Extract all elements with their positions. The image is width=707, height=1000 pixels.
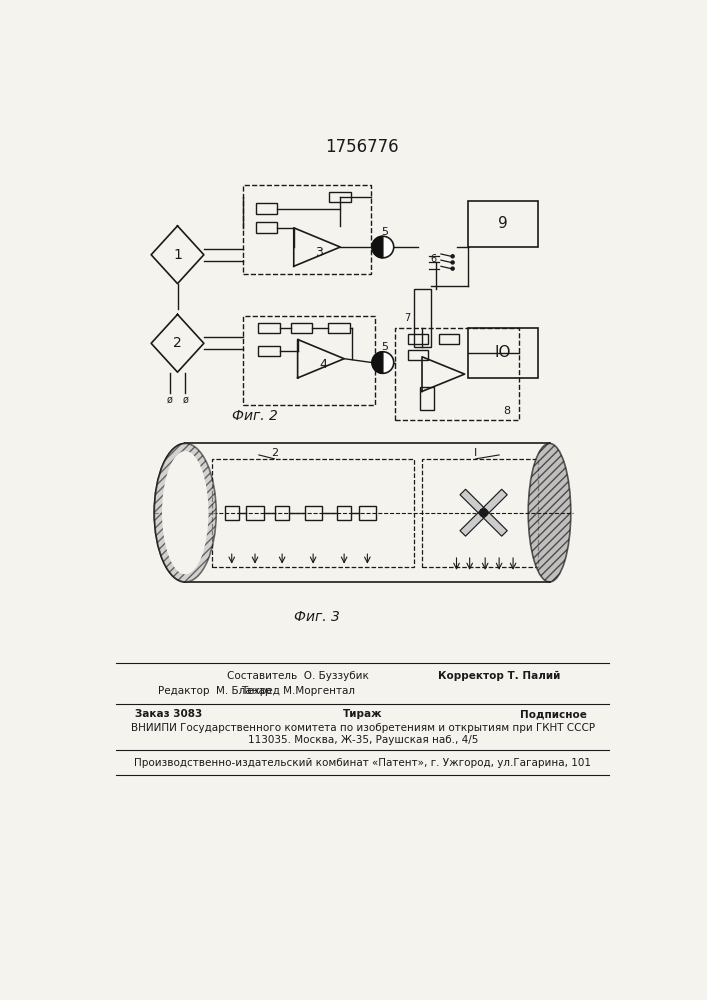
Bar — [420, 387, 434, 410]
Text: 2: 2 — [173, 336, 182, 350]
Text: Тираж: Тираж — [343, 709, 382, 719]
Bar — [256, 203, 277, 214]
Bar — [329, 192, 351, 202]
Polygon shape — [460, 510, 486, 536]
Circle shape — [451, 261, 454, 264]
Text: ВНИИПИ Государственного комитета по изобретениям и открытиям при ГКНТ СССР: ВНИИПИ Государственного комитета по изоб… — [131, 723, 595, 733]
Circle shape — [372, 352, 394, 373]
Bar — [408, 334, 428, 344]
Circle shape — [451, 267, 454, 270]
Text: Редактор  М. Бланар: Редактор М. Бланар — [158, 686, 271, 696]
Bar — [275, 506, 289, 520]
Text: 1: 1 — [173, 248, 182, 262]
Bar — [438, 334, 459, 344]
Bar — [421, 459, 538, 567]
Bar — [359, 506, 376, 520]
Text: Фиг. 2: Фиг. 2 — [232, 409, 278, 423]
Text: Производственно-издательский комбинат «Патент», г. Ужгород, ул.Гагарина, 101: Производственно-издательский комбинат «П… — [134, 758, 591, 768]
Bar — [395, 328, 518, 420]
Text: Техред М.Моргентал: Техред М.Моргентал — [240, 686, 355, 696]
Ellipse shape — [528, 443, 571, 582]
Text: 1756776: 1756776 — [325, 138, 399, 156]
Text: Составитель  О. Буззубик: Составитель О. Буззубик — [227, 671, 368, 681]
Text: 3: 3 — [315, 246, 323, 259]
Bar — [468, 328, 538, 378]
Text: 2: 2 — [271, 448, 278, 458]
Polygon shape — [460, 489, 486, 515]
Ellipse shape — [154, 443, 216, 582]
Bar — [243, 316, 375, 405]
Text: 5: 5 — [381, 227, 388, 237]
Text: 7: 7 — [404, 313, 411, 323]
Bar — [328, 323, 349, 333]
Text: IO: IO — [495, 345, 511, 360]
Bar — [225, 506, 239, 520]
Bar — [291, 323, 312, 333]
Text: 5: 5 — [381, 342, 388, 352]
Ellipse shape — [162, 451, 209, 574]
Text: 113035. Москва, Ж-35, Раушская наб., 4/5: 113035. Москва, Ж-35, Раушская наб., 4/5 — [247, 735, 478, 745]
Bar — [212, 459, 414, 567]
Bar — [256, 222, 277, 233]
Polygon shape — [372, 236, 383, 258]
Circle shape — [372, 236, 394, 258]
Polygon shape — [481, 489, 507, 515]
Text: Подписное: Подписное — [520, 709, 587, 719]
Text: I: I — [474, 448, 477, 458]
Bar — [247, 506, 264, 520]
Text: Заказ 3083: Заказ 3083 — [135, 709, 202, 719]
Text: 4: 4 — [320, 358, 327, 371]
Polygon shape — [481, 510, 507, 536]
Text: ø: ø — [167, 395, 173, 405]
Text: Фиг. 3: Фиг. 3 — [294, 610, 340, 624]
Bar — [468, 201, 538, 247]
Text: Корректор Т. Палий: Корректор Т. Палий — [438, 671, 561, 681]
Circle shape — [480, 509, 488, 517]
Text: 6: 6 — [430, 254, 436, 264]
Bar — [258, 323, 280, 333]
Polygon shape — [372, 352, 383, 373]
Text: ø: ø — [182, 395, 188, 405]
Bar — [243, 185, 371, 274]
Text: 9: 9 — [498, 216, 508, 231]
Bar — [414, 289, 431, 347]
Bar — [337, 506, 351, 520]
Bar — [305, 506, 322, 520]
Bar — [408, 350, 428, 360]
Circle shape — [451, 255, 454, 258]
Text: 8: 8 — [503, 406, 510, 416]
Bar — [258, 346, 280, 356]
